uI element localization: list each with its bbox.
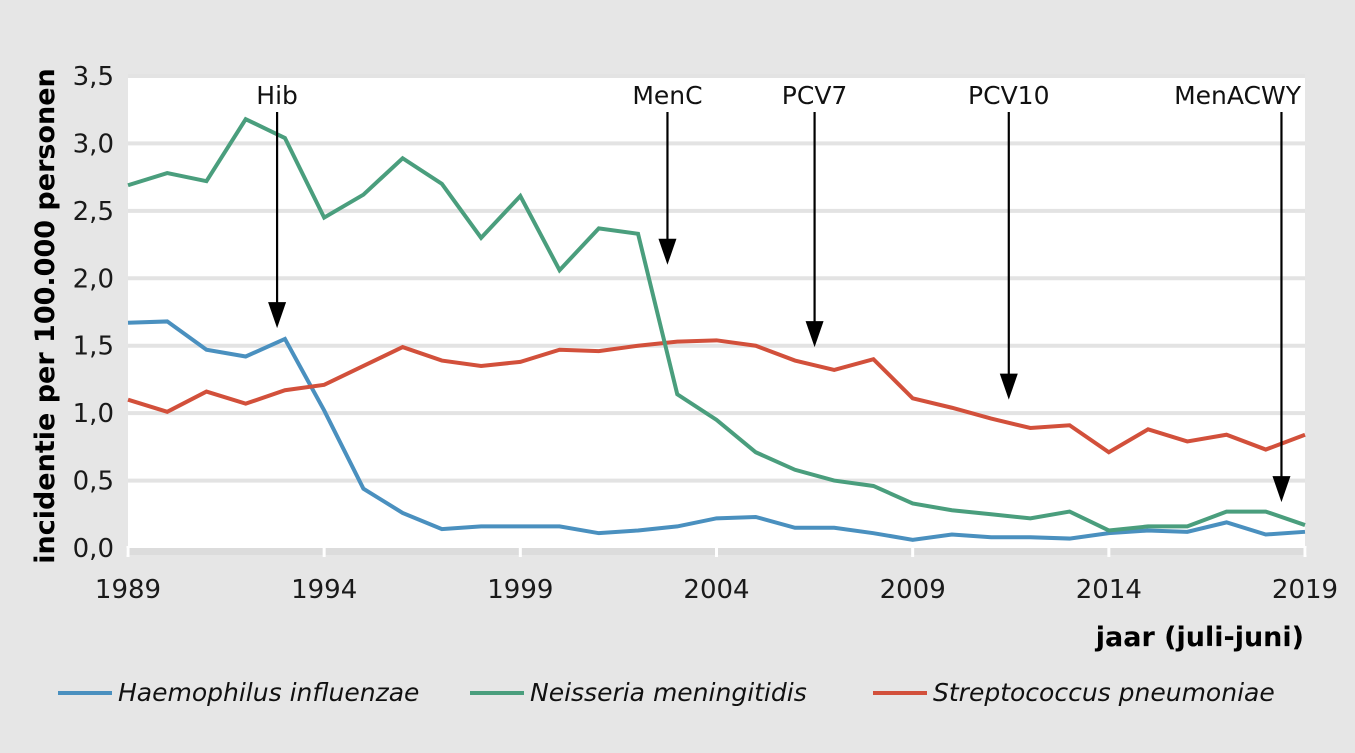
series-line-neisseria-meningitidis (127, 116, 1306, 533)
x-tick-label: 1994 (291, 575, 357, 605)
legend-item: Neisseria meningitidis (470, 678, 807, 707)
annotation-hib: Hib (256, 81, 298, 329)
annotation-label: MenACWY (1174, 81, 1302, 110)
vaccine-annotations: Hib MenC PCV7 PCV10 MenACWY (256, 81, 1302, 503)
x-tick-label: 2004 (683, 575, 749, 605)
y-tick-label: 2,0 (73, 264, 114, 294)
x-tick-label: 2014 (1076, 575, 1142, 605)
y-axis-ticks: 0,0 0,5 1,0 1,5 2,0 2,5 3,0 3,5 (73, 62, 114, 564)
y-tick-label: 0,0 (73, 534, 114, 564)
y-tick-label: 3,0 (73, 129, 114, 159)
annotation-label: MenC (632, 81, 702, 110)
x-tick-label: 1999 (487, 575, 553, 605)
x-axis-title: jaar (juli-juni) (1095, 622, 1304, 653)
x-axis-ticks: 1989 1994 1999 2004 2009 2014 2019 (95, 546, 1338, 605)
annotation-menc: MenC (632, 81, 703, 265)
annotation-arrow-head (805, 321, 824, 348)
plot-area (128, 75, 1305, 548)
legend-label: Streptococcus pneumoniae (933, 678, 1275, 707)
legend-label: Haemophilus influenzae (118, 678, 419, 707)
legend: Haemophilus influenzae Neisseria meningit… (58, 678, 1275, 707)
series-line-haemophilus-influenzae (127, 319, 1306, 542)
x-tick-label: 2019 (1272, 575, 1338, 605)
annotation-arrow-head (658, 238, 677, 265)
x-tick-label: 2009 (880, 575, 946, 605)
legend-label: Neisseria meningitidis (530, 678, 807, 707)
annotation-arrow-head (1272, 476, 1291, 503)
annotation-label: Hib (256, 81, 298, 110)
series-lines (127, 116, 1306, 542)
x-tick-label: 1989 (95, 575, 161, 605)
y-axis-title: incidentie per 100.000 personen (30, 68, 61, 564)
y-tick-label: 3,5 (73, 62, 114, 92)
annotation-label: PCV7 (782, 81, 848, 110)
y-tick-label: 0,5 (73, 467, 114, 497)
annotation-menacwy: MenACWY (1174, 81, 1302, 503)
legend-item: Haemophilus influenzae (58, 678, 419, 707)
y-tick-label: 1,5 (73, 332, 114, 362)
annotation-pcv10: PCV10 (968, 81, 1050, 400)
annotation-arrow-head (268, 302, 287, 329)
annotation-arrow-head (999, 373, 1018, 400)
y-tick-label: 2,5 (73, 197, 114, 227)
y-tick-label: 1,0 (73, 399, 114, 429)
annotation-label: PCV10 (968, 81, 1049, 110)
annotation-pcv7: PCV7 (782, 81, 848, 348)
series-line-streptococcus-pneumoniae (127, 338, 1306, 455)
legend-item: Streptococcus pneumoniae (873, 678, 1275, 707)
